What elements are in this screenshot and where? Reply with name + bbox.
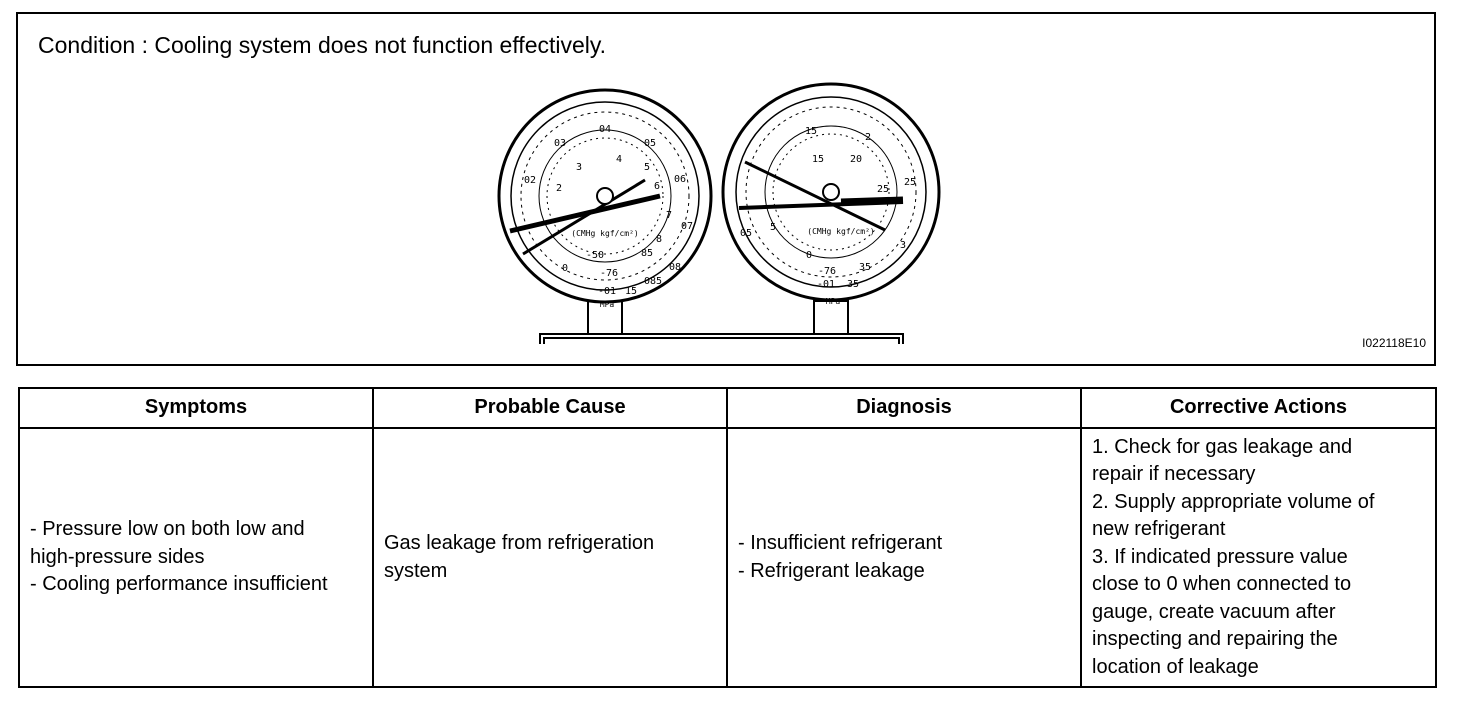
low-gauge-outer-label: 06 xyxy=(674,174,686,185)
high-gauge-outer-label: 05 xyxy=(740,228,752,239)
high-gauge-outer-label: 2 xyxy=(865,132,871,143)
high-gauge-inner-label: 0 xyxy=(806,250,812,261)
high-gauge-needles xyxy=(738,160,904,232)
probable-cause-line: Gas leakage from refrigeration xyxy=(384,532,655,554)
high-gauge-inner-label: -76 xyxy=(818,266,836,277)
low-pressure-gauge: 02 03 04 05 06 07 08 085 -01 15 2 3 4 5 … xyxy=(497,88,713,309)
figure-panel: Condition : Cooling system does not func… xyxy=(16,12,1436,366)
high-gauge-outer-label: 35 xyxy=(847,279,859,290)
header-symptoms: Symptoms xyxy=(18,387,374,429)
low-gauge-inner-label: 4 xyxy=(616,154,622,165)
diagnosis-line: - Insufficient refrigerant xyxy=(738,532,943,554)
corrective-action-line: location of leakage xyxy=(1092,655,1259,678)
symptoms-cell: - Pressure low on both low and high-pres… xyxy=(18,427,374,688)
low-gauge-inner-label: -76 xyxy=(600,268,618,279)
low-gauge-outer-label: 085 xyxy=(644,276,662,287)
table-header-row: Symptoms Probable Cause Diagnosis Correc… xyxy=(18,387,1437,429)
high-gauge-inner-label: 15 xyxy=(812,154,824,165)
low-gauge-inner-label: 0 xyxy=(562,263,568,274)
low-gauge-inner-label: 7 xyxy=(666,210,672,221)
high-gauge-unit-label: (CMHg kgf/cm²) xyxy=(807,227,874,236)
corrective-actions-cell: 1. Check for gas leakage and repair if n… xyxy=(1080,427,1437,688)
low-gauge-inner-label: 8 xyxy=(656,234,662,245)
figure-id: I022118E10 xyxy=(1362,336,1426,350)
corrective-action-line: 1. Check for gas leakage and xyxy=(1092,435,1353,458)
corrective-action-line: 3. If indicated pressure value xyxy=(1092,545,1348,568)
low-gauge-outer-label: 15 xyxy=(625,286,637,297)
low-gauge-unit-label: (CMHg kgf/cm²) xyxy=(571,229,638,238)
manifold-body xyxy=(539,298,904,344)
high-gauge-inner-label: 35 xyxy=(859,262,871,273)
symptoms-line: - Pressure low on both low and xyxy=(30,518,305,541)
high-gauge-inner-label: 25 xyxy=(877,184,889,195)
low-gauge-outer-label: 02 xyxy=(524,175,536,186)
low-gauge-outer-label: 03 xyxy=(554,138,566,149)
probable-cause-cell: Gas leakage from refrigeration system xyxy=(372,427,728,688)
table-row: - Pressure low on both low and high-pres… xyxy=(18,427,1437,688)
corrective-action-line: close to 0 when connected to xyxy=(1092,573,1352,596)
low-gauge-hub xyxy=(596,187,614,205)
high-gauge-outer-label: 25 xyxy=(904,177,916,188)
high-gauge-outer-label: 15 xyxy=(805,126,817,137)
low-gauge-needles xyxy=(509,178,661,256)
low-gauge-inner-label: 2 xyxy=(556,183,562,194)
low-gauge-mpa-label: MPa xyxy=(600,300,615,309)
high-gauge-outer-label: 3 xyxy=(900,240,906,251)
diagnosis-line: - Refrigerant leakage xyxy=(738,559,925,582)
high-gauge-hub xyxy=(822,183,840,201)
high-gauge-outer-label: -01 xyxy=(817,279,835,290)
low-gauge-outer-label: 07 xyxy=(681,221,693,232)
high-pressure-gauge: 15 2 25 3 05 -01 35 15 20 25 5 0 -76 35 … xyxy=(721,82,941,306)
probable-cause-line: system xyxy=(384,559,448,582)
low-gauge-inner-label: 6 xyxy=(654,181,660,192)
low-gauge-inner-label: 3 xyxy=(576,162,582,173)
low-gauge-inner-label: 85 xyxy=(641,248,653,259)
corrective-action-line: 2. Supply appropriate volume of xyxy=(1092,490,1375,513)
low-gauge-outer-label: 04 xyxy=(599,124,611,135)
diagnosis-table: Symptoms Probable Cause Diagnosis Correc… xyxy=(18,387,1437,688)
low-gauge-outer-label: 05 xyxy=(644,138,656,149)
header-probable-cause: Probable Cause xyxy=(372,387,728,429)
corrective-action-line: gauge, create vacuum after xyxy=(1092,600,1336,623)
corrective-action-line: repair if necessary xyxy=(1092,463,1256,486)
header-corrective-actions: Corrective Actions xyxy=(1080,387,1437,429)
high-gauge-mpa-label: MPa xyxy=(826,297,841,306)
low-gauge-inner-label: 5 xyxy=(644,162,650,173)
diagnosis-cell: - Insufficient refrigerant - Refrigerant… xyxy=(726,427,1082,688)
high-gauge-inner-label: 20 xyxy=(850,154,862,165)
manifold-gauge-illustration: 02 03 04 05 06 07 08 085 -01 15 2 3 4 5 … xyxy=(497,82,941,344)
symptoms-line: - Cooling performance insufficient xyxy=(30,573,328,596)
header-diagnosis: Diagnosis xyxy=(726,387,1082,429)
symptoms-line: high-pressure sides xyxy=(30,545,205,568)
corrective-action-line: inspecting and repairing the xyxy=(1092,628,1338,651)
corrective-action-line: new refrigerant xyxy=(1092,518,1226,541)
condition-text: Condition : Cooling system does not func… xyxy=(38,32,607,58)
low-gauge-inner-label: -50 xyxy=(586,250,604,261)
low-gauge-outer-label: 08 xyxy=(669,262,681,273)
low-gauge-outer-label: -01 xyxy=(598,286,616,297)
high-gauge-inner-label: 5 xyxy=(770,222,776,233)
